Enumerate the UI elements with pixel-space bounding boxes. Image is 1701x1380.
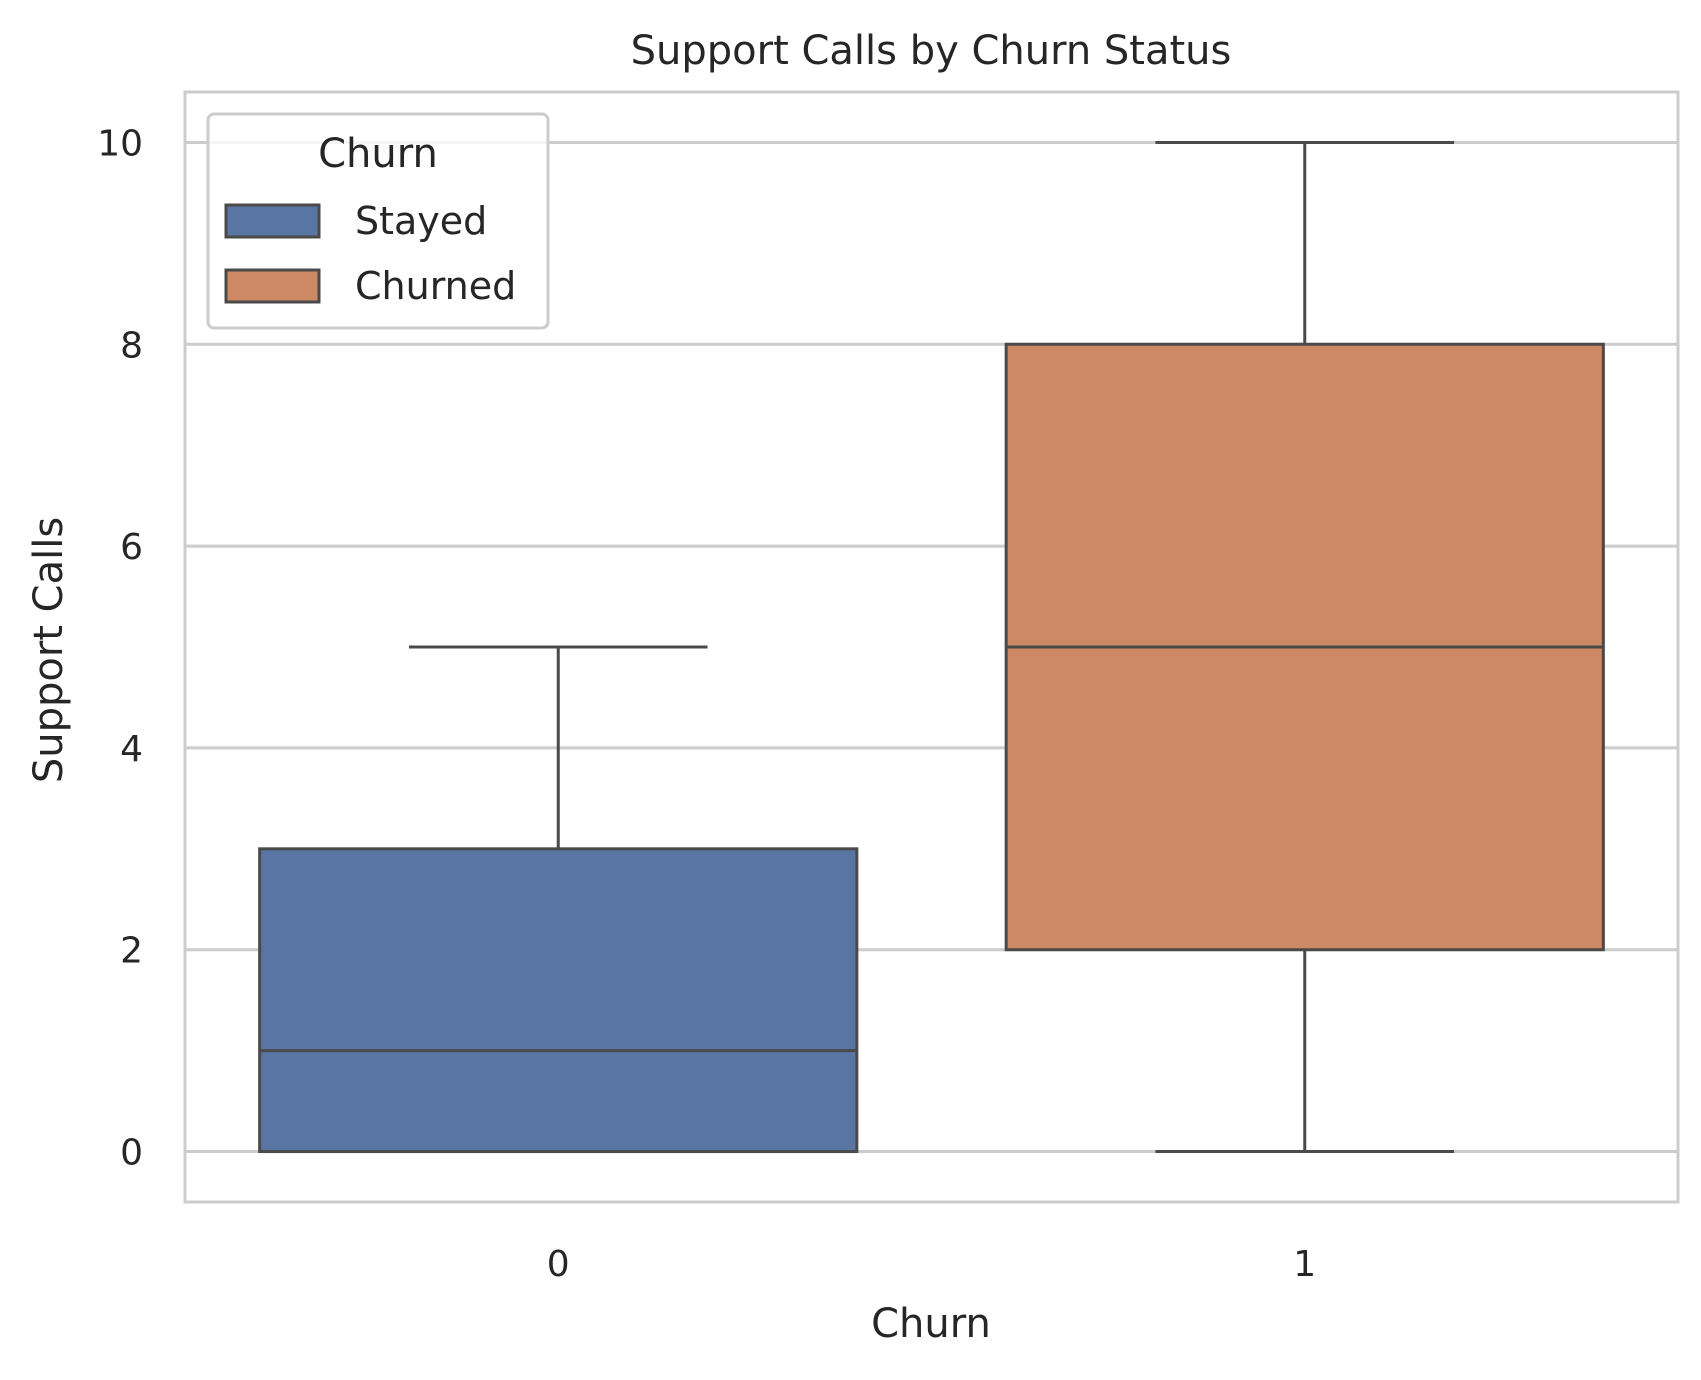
y-tick-label: 0 [120,1133,143,1174]
x-axis-label: Churn [871,1301,991,1347]
legend: Churn Stayed Churned [206,112,550,330]
box-group [258,645,859,1154]
legend-title: Churn [318,131,438,177]
legend-label: Stayed [355,199,487,243]
legend-label: Churned [355,264,516,308]
legend-entries: Stayed Churned [224,199,516,308]
plot-frame [183,90,1680,1204]
box-iqr [258,847,859,1154]
y-tick-label: 10 [97,123,143,164]
y-tick-labels: 0 2 4 6 8 10 [97,123,143,1173]
y-tick-label: 8 [120,325,143,366]
box-group [1004,140,1605,1154]
legend-swatch [224,203,321,239]
y-axis-label: Support Calls [26,517,72,783]
y-tick-label: 6 [120,527,143,568]
box-series [258,140,1605,1154]
legend-swatch [224,268,321,304]
x-tick-label: 1 [1293,1244,1316,1285]
y-tick-label: 2 [120,931,143,972]
chart-title: Support Calls by Churn Status [631,28,1232,74]
x-tick-label: 0 [547,1244,570,1285]
y-tick-label: 4 [120,729,143,770]
